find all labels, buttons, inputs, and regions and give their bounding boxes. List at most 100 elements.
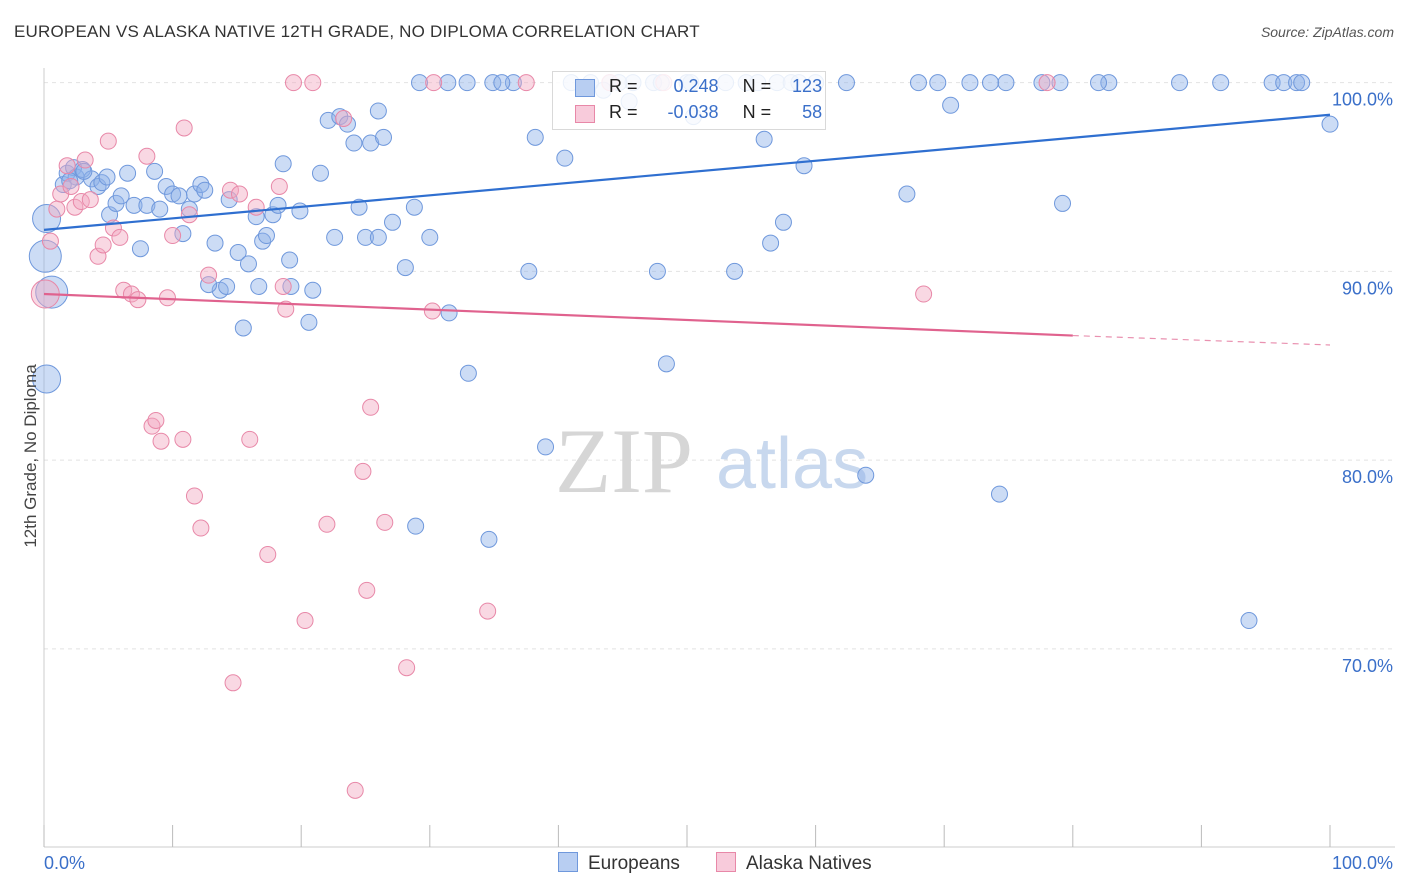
data-point-european: [1051, 74, 1069, 92]
data-point-european: [837, 74, 855, 92]
data-point-european: [795, 157, 813, 175]
trend-line-alaska-natives: [43, 292, 1073, 337]
data-point-european: [942, 96, 960, 114]
data-point-european: [657, 355, 675, 373]
data-point-alaska-native: [241, 430, 259, 448]
data-point-european: [35, 275, 69, 309]
data-point-european: [164, 185, 182, 203]
trend-line-europeans: [43, 113, 1331, 231]
data-point-alaska-native: [200, 266, 218, 284]
bottom-legend-label-alaska: Alaska Natives: [746, 853, 872, 874]
data-point-european: [274, 155, 292, 173]
legend-r-value: -0.038: [667, 102, 719, 122]
data-point-alaska-native: [358, 581, 376, 599]
data-point-european: [239, 255, 257, 273]
data-point-alaska-native: [259, 545, 277, 563]
x-tick-label: 100.0%: [1332, 853, 1393, 873]
data-point-alaska-native: [129, 291, 147, 309]
data-point-european: [480, 530, 498, 548]
bottom-legend-swatch-europeans: [558, 852, 578, 872]
data-point-european: [170, 187, 188, 205]
data-point-european: [1288, 74, 1306, 92]
watermark-atlas: atlas: [716, 424, 868, 504]
data-point-european: [234, 319, 252, 337]
chart-title: EUROPEAN VS ALASKA NATIVE 12TH GRADE, NO…: [14, 22, 700, 41]
data-point-alaska-native: [94, 236, 112, 254]
data-point-alaska-native: [247, 198, 265, 216]
chart-source: Source: ZipAtlas.com: [1260, 24, 1394, 40]
x-tick-label: 0.0%: [44, 853, 85, 873]
data-point-alaska-native: [318, 515, 336, 533]
data-point-alaska-native: [185, 487, 203, 505]
data-point-alaska-native: [180, 206, 198, 224]
data-point-alaska-native: [517, 74, 535, 92]
data-point-european: [369, 102, 387, 120]
data-point-european: [98, 168, 116, 186]
data-point-alaska-native: [270, 177, 288, 195]
data-point-alaska-native: [284, 74, 302, 92]
data-point-european: [250, 277, 268, 295]
bottom-legend-alaska-natives: Alaska Natives: [716, 852, 872, 875]
data-point-european: [200, 276, 218, 294]
data-point-european: [300, 313, 318, 331]
data-point-european: [909, 74, 927, 92]
data-point-european: [755, 130, 773, 148]
legend-r-label: R =: [609, 102, 638, 122]
data-point-european: [1293, 74, 1311, 92]
data-point-european: [857, 466, 875, 484]
data-point-european: [439, 74, 457, 92]
bottom-legend-swatch-alaska-natives: [716, 852, 736, 872]
data-point-alaska-native: [304, 74, 322, 92]
data-point-european: [459, 364, 477, 382]
data-point-alaska-native: [335, 110, 353, 128]
data-point-alaska-native: [62, 177, 80, 195]
data-point-alaska-native: [354, 462, 372, 480]
data-point-alaska-native: [48, 200, 66, 218]
data-point-european: [326, 228, 344, 246]
data-point-alaska-native: [152, 432, 170, 450]
bottom-legend-label-europeans: Europeans: [588, 853, 680, 874]
data-point-european: [174, 225, 192, 243]
data-point-alaska-native: [425, 74, 443, 92]
data-point-european: [537, 438, 555, 456]
data-point-european: [1321, 115, 1339, 133]
tick-labels: 100.0% 90.0% 80.0% 70.0% 0.0% 100.0%: [44, 90, 1393, 873]
data-point-european: [961, 74, 979, 92]
data-point-european: [526, 128, 544, 146]
data-point-european: [345, 134, 363, 152]
data-point-european: [32, 204, 62, 234]
data-point-european: [151, 200, 169, 218]
data-point-european: [1212, 74, 1230, 92]
data-point-european: [990, 485, 1008, 503]
data-point-european: [131, 240, 149, 258]
data-point-european: [981, 74, 999, 92]
data-point-european: [350, 198, 368, 216]
data-point-european: [125, 196, 143, 214]
data-point-alaska-native: [277, 300, 295, 318]
data-point-european: [1054, 194, 1072, 212]
data-point-european: [138, 196, 156, 214]
data-point-european: [357, 228, 374, 246]
y-axis-label: 12th Grade, No Diploma: [21, 364, 40, 548]
grid-lines: [44, 82, 1395, 650]
legend-r-value: 0.248: [673, 76, 719, 96]
series-alaska-natives: [30, 74, 1056, 799]
y-tick-label: 90.0%: [1342, 278, 1393, 298]
axes: [43, 68, 1395, 848]
data-point-european: [556, 149, 574, 167]
watermark-zip: ZIP: [555, 410, 693, 512]
data-point-alaska-native: [362, 398, 380, 416]
data-point-alaska-native: [224, 674, 242, 692]
data-point-european: [520, 262, 538, 280]
data-point-european: [304, 281, 322, 299]
data-point-alaska-native: [376, 513, 394, 531]
data-point-alaska-native: [479, 602, 497, 620]
trend-line-alaska-natives-extension: [1072, 334, 1331, 346]
data-point-european: [362, 134, 380, 152]
data-point-european: [1275, 74, 1293, 92]
data-point-european: [898, 185, 916, 203]
data-point-european: [1090, 74, 1108, 92]
data-point-european: [421, 228, 439, 246]
legend-swatch-alaska-natives: [575, 105, 595, 123]
